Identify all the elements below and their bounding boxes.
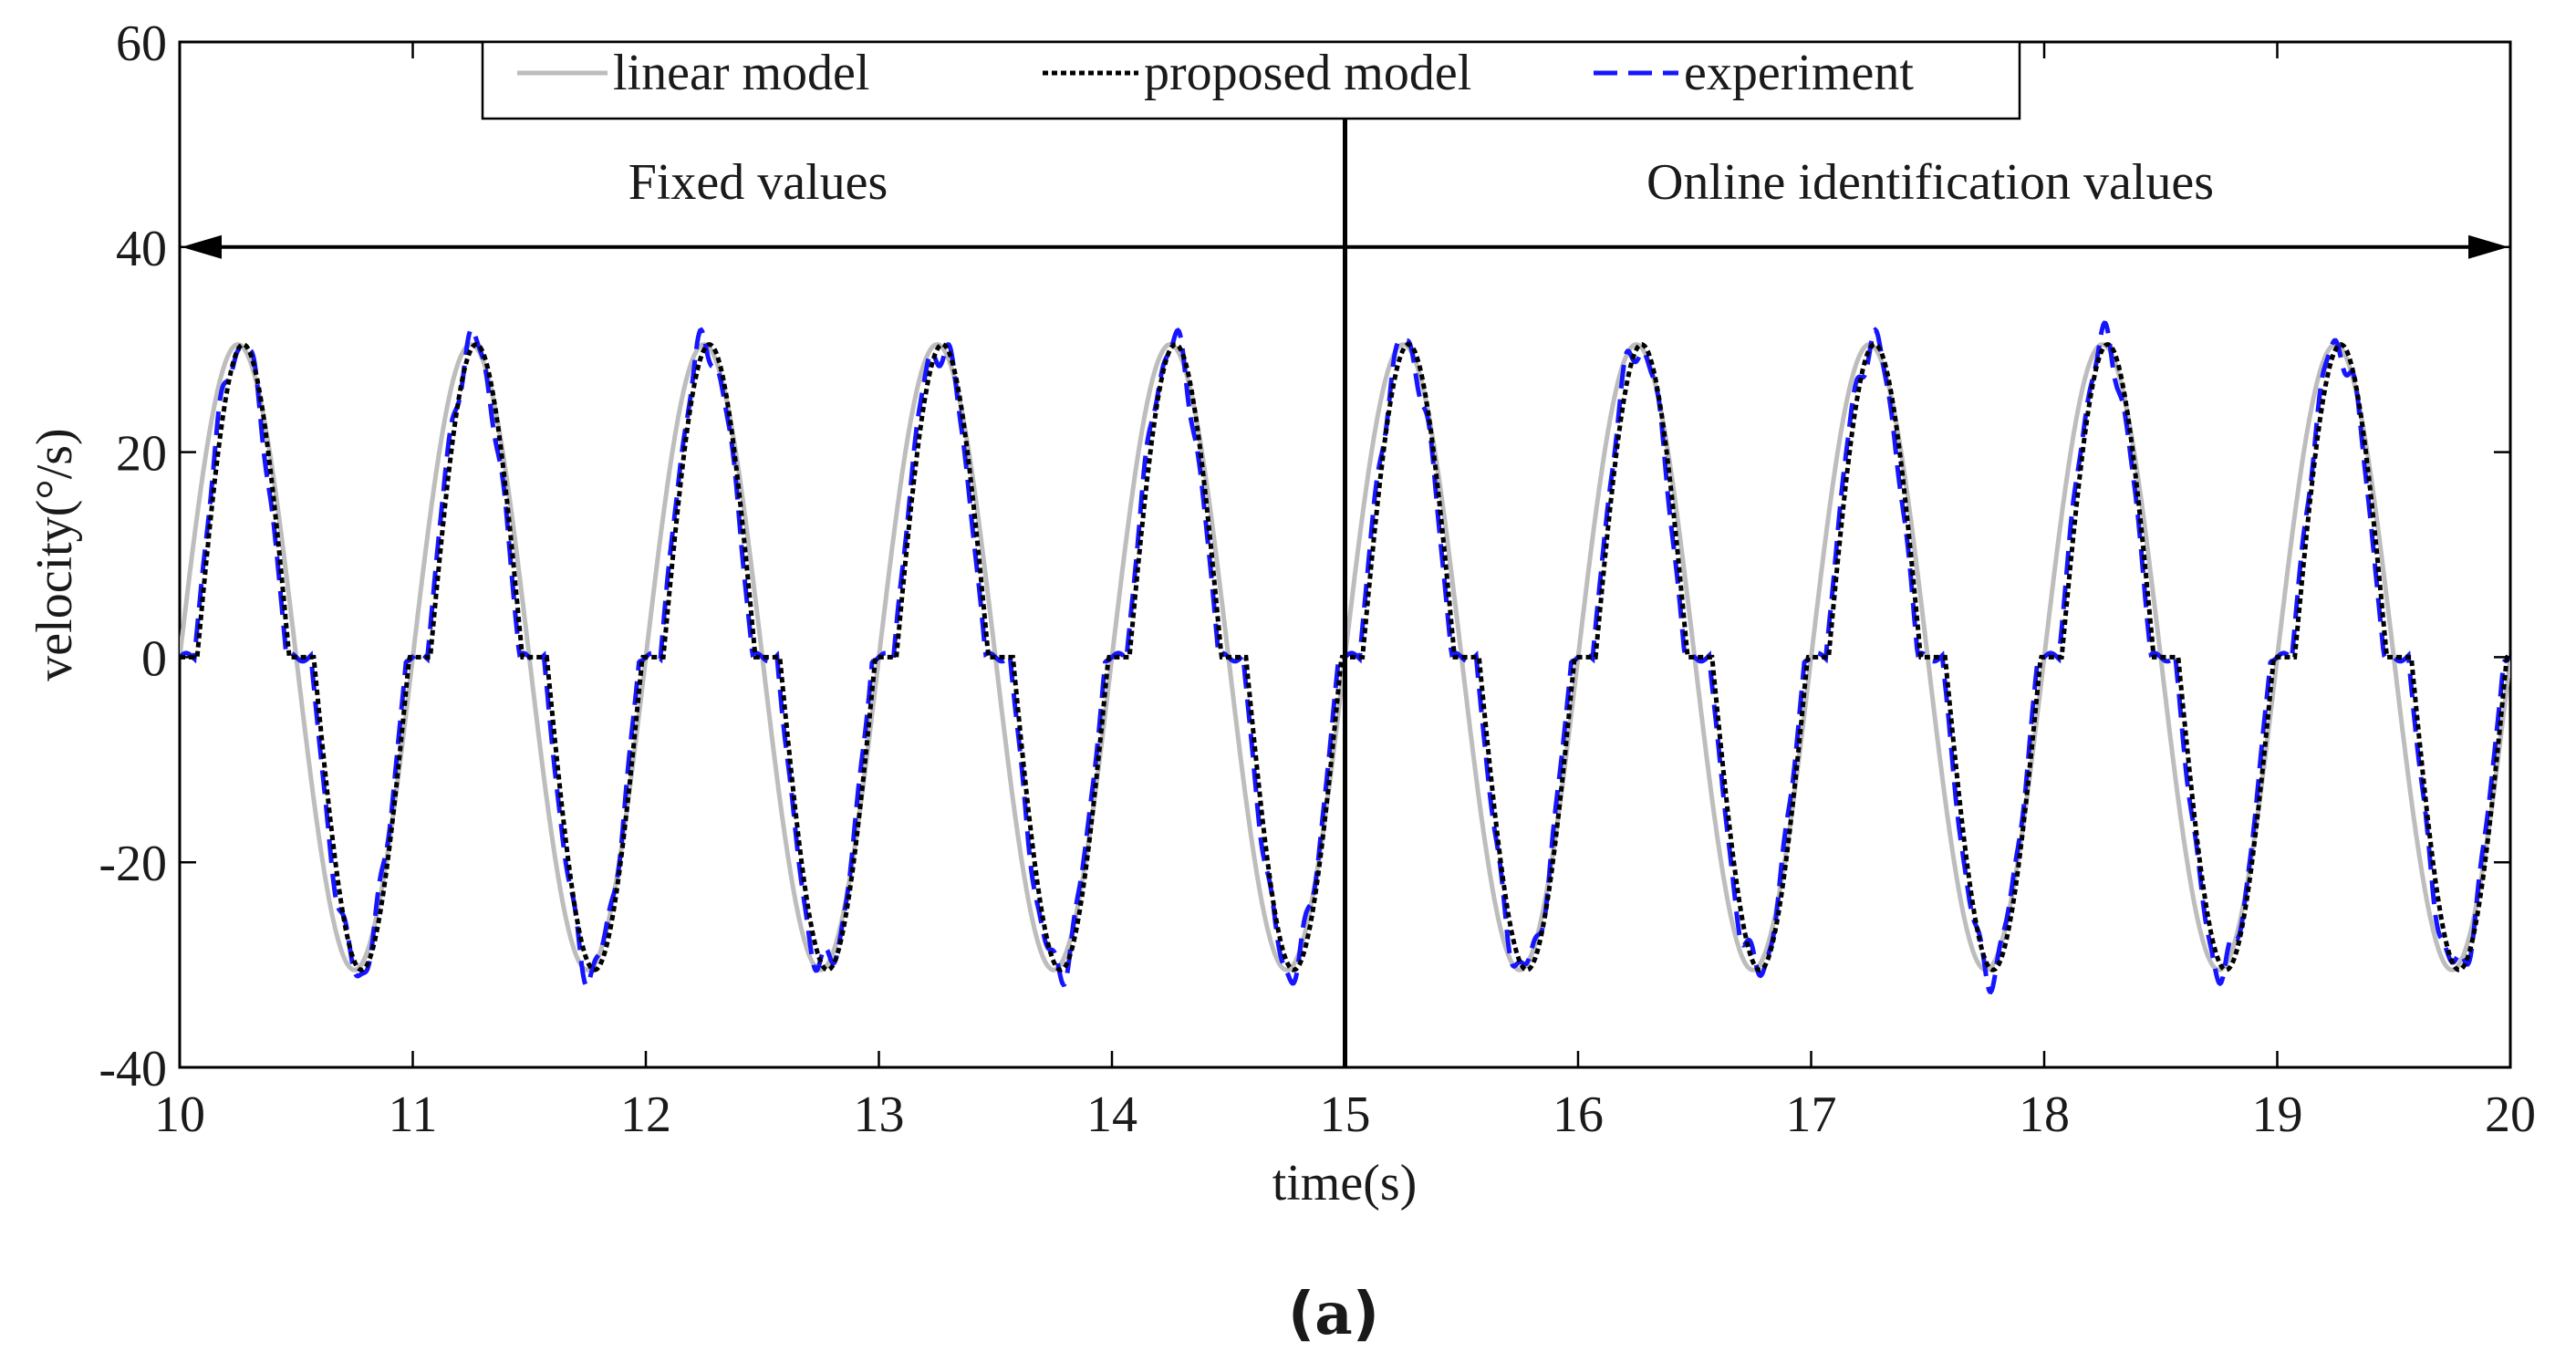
x-tick-label: 11 (389, 1086, 438, 1143)
region-label-online: Online identification values (1646, 154, 2214, 211)
y-axis-title: velocity(°/s) (26, 428, 83, 681)
y-tick-label: -40 (99, 1041, 167, 1097)
x-tick-label: 18 (2019, 1086, 2070, 1143)
y-tick-label: -20 (99, 836, 167, 892)
caption-close: ) (1353, 1281, 1379, 1348)
x-tick-label: 10 (154, 1086, 205, 1143)
legend-label-experiment: experiment (1684, 45, 1914, 101)
x-tick-label: 12 (620, 1086, 671, 1143)
caption-open: ( (1288, 1281, 1314, 1348)
y-axis-ticks: -40 -20 0 20 40 60 (99, 16, 2510, 1097)
x-tick-label: 14 (1086, 1086, 1137, 1143)
region-label-fixed: Fixed values (628, 154, 888, 211)
arrow-left-head (182, 234, 222, 259)
x-axis-ticks: 10 11 12 13 14 15 16 17 18 19 20 (154, 42, 2536, 1143)
x-tick-label: 15 (1320, 1086, 1371, 1143)
legend-label-proposed-model: proposed model (1144, 45, 1471, 101)
x-tick-label: 13 (854, 1086, 905, 1143)
legend-label-linear-model: linear model (613, 45, 869, 101)
x-tick-label: 17 (1786, 1086, 1837, 1143)
x-axis-title: time(s) (1272, 1155, 1418, 1211)
y-tick-label: 20 (116, 426, 167, 483)
figure-caption: (a) (1288, 1280, 1379, 1348)
legend-box (481, 40, 2021, 120)
x-tick-label: 16 (1553, 1086, 1604, 1143)
y-tick-label: 0 (141, 630, 167, 687)
y-tick-label: 40 (116, 221, 167, 277)
arrow-right-head (2468, 234, 2508, 259)
x-tick-label: 19 (2252, 1086, 2303, 1143)
x-tick-label: 20 (2485, 1086, 2536, 1143)
y-tick-label: 60 (116, 16, 167, 72)
legend: linear model proposed model experiment (481, 40, 2021, 120)
caption-letter: a (1314, 1280, 1352, 1348)
